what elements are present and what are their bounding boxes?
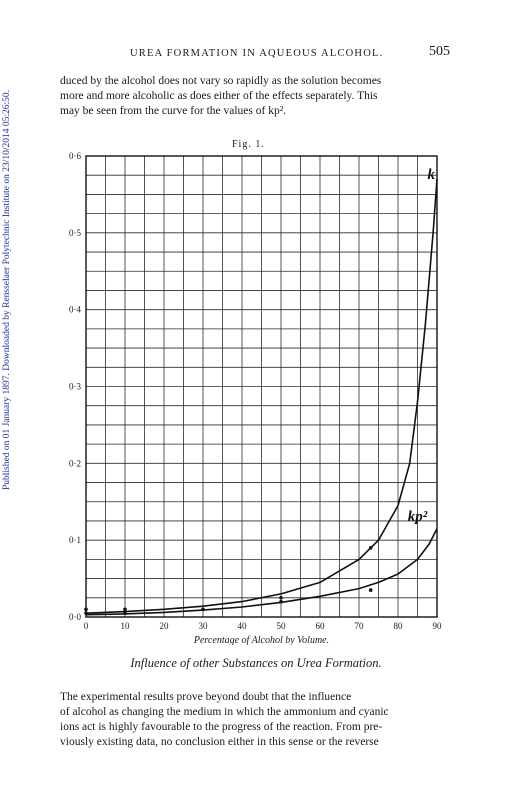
x-tick-label: 30 xyxy=(199,621,209,631)
paragraph-line: The experimental results prove beyond do… xyxy=(60,691,352,703)
chart-labels: k kp² xyxy=(408,167,436,525)
chart-points xyxy=(84,546,373,615)
x-tick-label: 40 xyxy=(238,621,248,631)
plot-frame xyxy=(85,155,438,618)
section-heading: Influence of other Substances on Urea Fo… xyxy=(130,656,382,670)
x-tick-label: 10 xyxy=(121,621,131,631)
data-point xyxy=(201,607,205,612)
x-tick-label: 60 xyxy=(316,621,326,631)
data-point xyxy=(123,611,127,615)
download-stamp: Published on 01 January 1897. Downloaded… xyxy=(2,90,12,491)
paragraph-line: ions act is highly favourable to the pro… xyxy=(60,721,383,733)
data-point xyxy=(123,607,127,612)
x-tick-label: 90 xyxy=(433,621,443,631)
paragraph-line: duced by the alcohol does not vary so ra… xyxy=(60,75,382,87)
series-line-1 xyxy=(85,528,438,616)
data-point xyxy=(279,595,283,600)
paragraph-line: viously existing data, no conclusion eit… xyxy=(60,736,379,748)
y-tick-label: 0·2 xyxy=(69,458,81,468)
x-tick-label: 70 xyxy=(355,621,365,631)
data-point xyxy=(84,611,88,615)
figure-chart: 0 10 20 30 40 50 60 70 80 90 0·0 0·1 0·2 0·3 0·4 0·5 0·6… xyxy=(69,151,442,645)
paragraph-line: may be seen from the curve for the value… xyxy=(60,105,287,117)
y-tick-label: 0·3 xyxy=(69,382,81,392)
y-tick-label: 0·5 xyxy=(69,228,81,238)
data-point xyxy=(84,607,88,612)
data-point xyxy=(368,546,373,550)
paragraph-line: more and more alcoholic as does either o… xyxy=(60,90,378,102)
paragraph-top: duced by the alcohol does not vary so ra… xyxy=(60,74,452,119)
x-axis-label: Percentage of Alcohol by Volume. xyxy=(193,635,329,645)
y-tick-label: 0·0 xyxy=(69,612,81,622)
curve-label: kp² xyxy=(408,509,428,525)
data-point xyxy=(368,588,373,592)
chart-axes: 0 10 20 30 40 50 60 70 80 90 0·0 0·1 0·2 0·3 0·4 0·5 0·6… xyxy=(69,151,442,645)
data-point xyxy=(279,599,283,604)
series-line-0 xyxy=(85,179,438,614)
chart-series xyxy=(85,179,438,616)
x-tick-label: 50 xyxy=(277,621,287,631)
y-tick-label: 0·4 xyxy=(69,305,81,315)
x-tick-label: 20 xyxy=(160,621,170,631)
x-tick-label: 80 xyxy=(394,621,404,631)
y-tick-label: 0·6 xyxy=(69,151,81,161)
y-tick-label: 0·1 xyxy=(69,535,81,545)
curve-label: k xyxy=(428,167,436,183)
paragraph-line: of alcohol as changing the medium in whi… xyxy=(60,706,389,718)
page-number: 505 xyxy=(429,44,450,59)
chart-grid xyxy=(86,156,437,617)
running-head: UREA FORMATION IN AQUEOUS ALCOHOL. 505 xyxy=(60,44,450,62)
x-tick-label: 0 xyxy=(84,621,89,631)
paragraph-bottom: The experimental results prove beyond do… xyxy=(60,690,452,750)
figure-label: Fig. 1. xyxy=(232,139,265,150)
running-title: UREA FORMATION IN AQUEOUS ALCOHOL. xyxy=(130,48,384,59)
